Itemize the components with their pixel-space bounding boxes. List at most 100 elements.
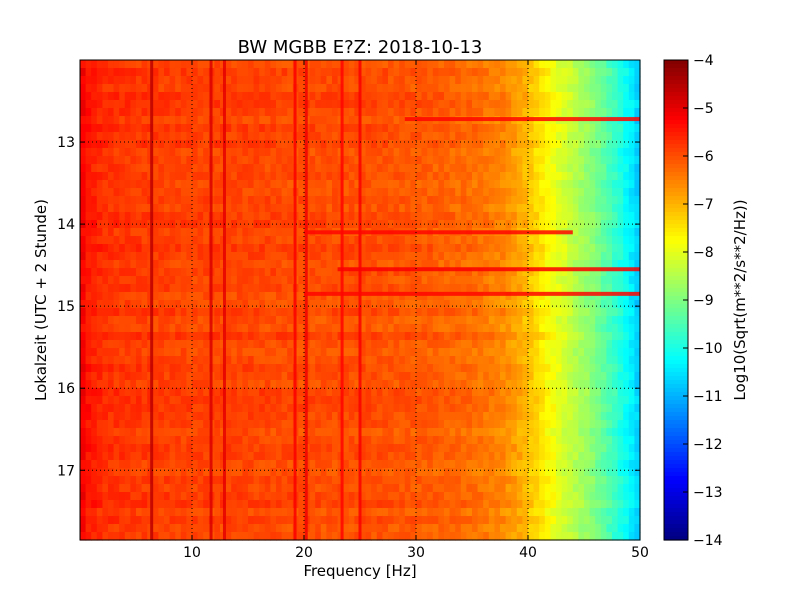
heatmap-cell xyxy=(287,300,294,309)
heatmap-cell xyxy=(528,156,535,165)
heatmap-cell xyxy=(376,260,383,269)
heatmap-cell xyxy=(438,364,445,373)
heatmap-cell xyxy=(589,380,596,389)
heatmap-cell xyxy=(248,124,255,133)
heatmap-cell xyxy=(332,124,339,133)
heatmap-cell xyxy=(298,444,305,453)
heatmap-cell xyxy=(264,452,271,461)
heatmap-cell xyxy=(197,436,204,445)
heatmap-cell xyxy=(91,84,98,93)
heatmap-cell xyxy=(388,364,395,373)
heatmap-cell xyxy=(124,348,131,357)
heatmap-cell xyxy=(371,340,378,349)
heatmap-cell xyxy=(404,348,411,357)
heatmap-cell xyxy=(427,260,434,269)
heatmap-cell xyxy=(550,420,557,429)
heatmap-cell xyxy=(617,172,624,181)
heatmap-cell xyxy=(360,260,367,269)
heatmap-cell xyxy=(623,180,630,189)
heatmap-cell xyxy=(309,324,316,333)
heatmap-cell xyxy=(572,108,579,117)
heatmap-cell xyxy=(320,340,327,349)
heatmap-cell xyxy=(141,332,148,341)
heatmap-cell xyxy=(416,188,423,197)
heatmap-cell xyxy=(533,444,540,453)
heatmap-cell xyxy=(192,452,199,461)
heatmap-cell xyxy=(326,108,333,117)
heatmap-cell xyxy=(214,380,221,389)
heatmap-cell xyxy=(124,292,131,301)
heatmap-cell xyxy=(421,84,428,93)
heatmap-cell xyxy=(376,292,383,301)
heatmap-cell xyxy=(354,236,361,245)
heatmap-cell xyxy=(287,324,294,333)
heatmap-cell xyxy=(483,420,490,429)
heatmap-cell xyxy=(365,452,372,461)
heatmap-cell xyxy=(248,60,255,69)
heatmap-cell xyxy=(516,92,523,101)
heatmap-cell xyxy=(343,428,350,437)
heatmap-cell xyxy=(399,420,406,429)
heatmap-cell xyxy=(281,188,288,197)
heatmap-cell xyxy=(516,412,523,421)
heatmap-cell xyxy=(164,156,171,165)
heatmap-cell xyxy=(276,196,283,205)
heatmap-cell xyxy=(343,164,350,173)
heatmap-cell xyxy=(169,340,176,349)
heatmap-cell xyxy=(360,236,367,245)
heatmap-cell xyxy=(85,76,92,85)
heatmap-cell xyxy=(80,292,87,301)
heatmap-cell xyxy=(332,284,339,293)
heatmap-cell xyxy=(628,356,635,365)
heatmap-cell xyxy=(264,364,271,373)
heatmap-cell xyxy=(197,68,204,77)
heatmap-cell xyxy=(180,364,187,373)
heatmap-cell xyxy=(320,116,327,125)
heatmap-cell xyxy=(96,348,103,357)
heatmap-cell xyxy=(130,228,137,237)
heatmap-cell xyxy=(494,76,501,85)
heatmap-cell xyxy=(528,428,535,437)
heatmap-cell xyxy=(511,60,518,69)
heatmap-cell xyxy=(460,148,467,157)
heatmap-cell xyxy=(600,132,607,141)
heatmap-cell xyxy=(203,340,210,349)
heatmap-cell xyxy=(494,388,501,397)
heatmap-cell xyxy=(589,332,596,341)
heatmap-cell xyxy=(180,396,187,405)
heatmap-cell xyxy=(309,436,316,445)
heatmap-cell xyxy=(623,412,630,421)
heatmap-cell xyxy=(410,452,417,461)
heatmap-cell xyxy=(85,292,92,301)
heatmap-cell xyxy=(332,100,339,109)
heatmap-cell xyxy=(584,164,591,173)
heatmap-cell xyxy=(264,60,271,69)
heatmap-cell xyxy=(477,276,484,285)
heatmap-cell xyxy=(427,180,434,189)
heatmap-cell xyxy=(158,76,165,85)
heatmap-cell xyxy=(432,260,439,269)
heatmap-cell xyxy=(483,340,490,349)
heatmap-cell xyxy=(343,332,350,341)
heatmap-cell xyxy=(634,132,641,141)
heatmap-cell xyxy=(152,276,159,285)
heatmap-cell xyxy=(623,372,630,381)
heatmap-cell xyxy=(410,292,417,301)
heatmap-cell xyxy=(460,308,467,317)
heatmap-cell xyxy=(298,380,305,389)
heatmap-cell xyxy=(141,172,148,181)
heatmap-cell xyxy=(505,84,512,93)
heatmap-cell xyxy=(180,452,187,461)
heatmap-cell xyxy=(186,268,193,277)
heatmap-cell xyxy=(371,196,378,205)
heatmap-cell xyxy=(600,396,607,405)
heatmap-cell xyxy=(141,116,148,125)
heatmap-cell xyxy=(416,380,423,389)
heatmap-cell xyxy=(488,108,495,117)
heatmap-cell xyxy=(544,364,551,373)
heatmap-cell xyxy=(315,364,322,373)
heatmap-cell xyxy=(169,100,176,109)
heatmap-cell xyxy=(332,180,339,189)
heatmap-cell xyxy=(80,92,87,101)
heatmap-cell xyxy=(556,356,563,365)
